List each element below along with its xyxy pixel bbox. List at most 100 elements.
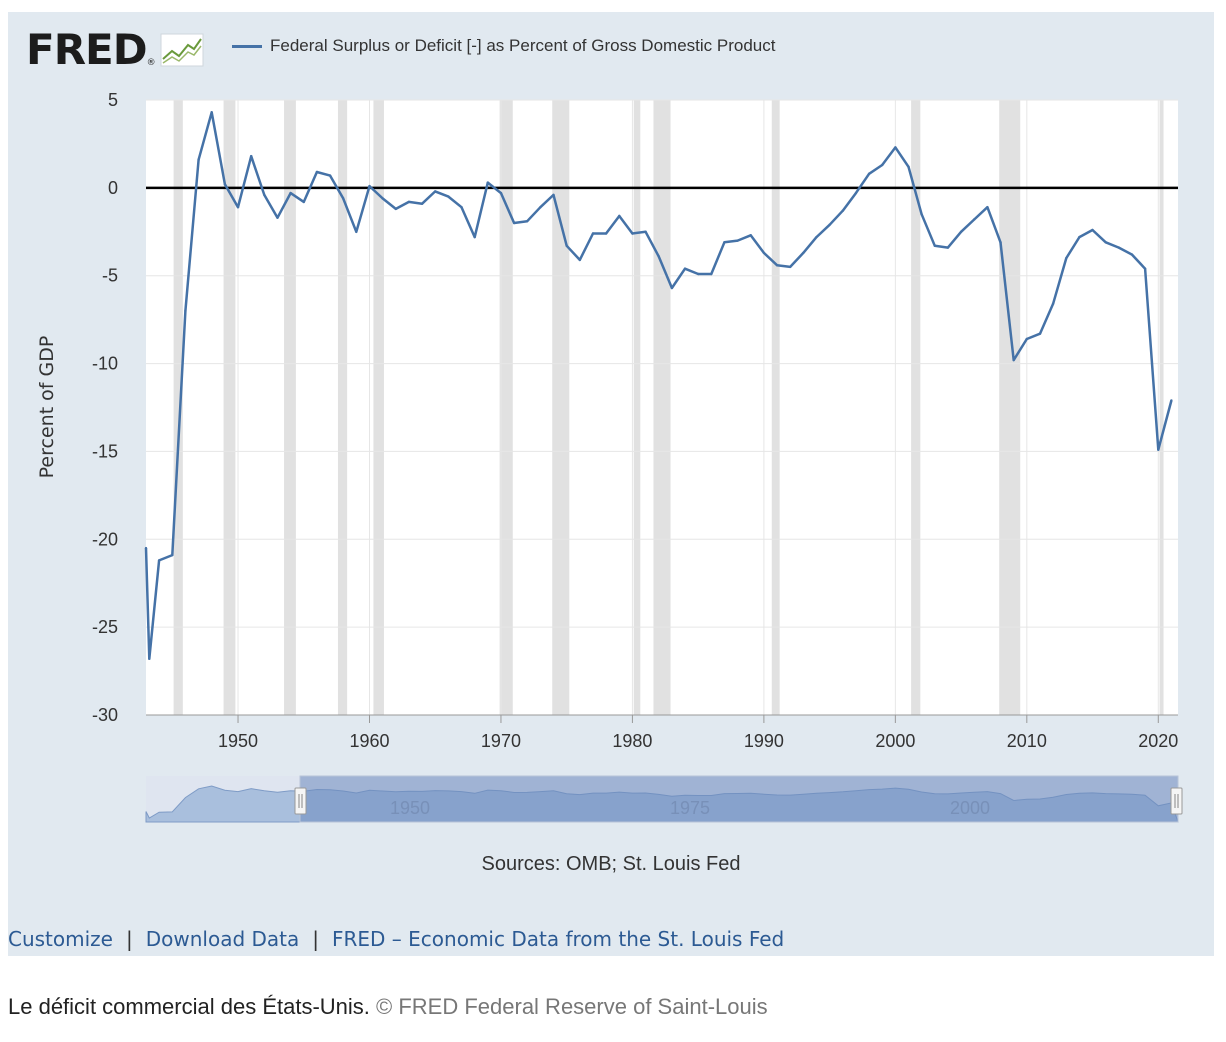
customize-link[interactable]: Customize (8, 927, 113, 951)
data-point (999, 241, 1002, 244)
data-point (854, 191, 858, 195)
navigator-tick: 2000 (950, 798, 990, 818)
data-point (315, 170, 319, 174)
y-tick-label: -10 (92, 354, 118, 374)
legend[interactable]: Federal Surplus or Deficit [-] as Percen… (232, 36, 775, 56)
data-point (933, 244, 936, 247)
x-tick-label: 1960 (349, 731, 389, 751)
recession-band (653, 100, 671, 715)
recession-band (373, 100, 384, 715)
legend-label: Federal Surplus or Deficit [-] as Percen… (270, 36, 776, 55)
data-point (434, 190, 437, 193)
data-point (631, 232, 634, 235)
data-point (841, 209, 844, 212)
data-point (881, 163, 884, 167)
data-point (381, 197, 384, 200)
y-tick-label: -20 (92, 529, 118, 549)
data-point (591, 232, 595, 235)
y-tick-label: -25 (92, 617, 118, 637)
data-point (1157, 448, 1160, 451)
navigator-selection[interactable] (299, 775, 1179, 823)
data-point (920, 213, 923, 216)
data-point (289, 191, 292, 195)
data-point (815, 235, 818, 239)
data-point (486, 181, 489, 184)
recession-band (499, 100, 513, 715)
link-separator: | (312, 927, 320, 951)
y-axis-labels: 5 0 -5 -10 -15 -20 -25 -30 (92, 90, 118, 725)
recession-band (284, 100, 296, 715)
data-point (148, 657, 151, 660)
data-point (276, 216, 279, 219)
data-point (644, 230, 647, 233)
y-tick-label: -30 (92, 705, 118, 725)
data-points (144, 111, 1173, 660)
recession-band (1159, 100, 1164, 715)
data-point (499, 191, 503, 195)
logo-text: FRED (26, 25, 148, 74)
x-tick-label: 2000 (875, 731, 915, 751)
data-point (144, 546, 148, 550)
data-point (670, 286, 674, 290)
fred-home-link[interactable]: FRED – Economic Data from the St. Louis … (332, 927, 785, 951)
chart-panel: FRED ® Federal Surplus or Deficit [-] as… (8, 12, 1214, 956)
recession-band (223, 100, 236, 715)
navigator-handle-right[interactable] (1170, 787, 1183, 815)
data-point (683, 267, 687, 270)
caption-credit: © FRED Federal Reserve of Saint-Louis (376, 994, 768, 1019)
y-tick-label: 0 (108, 178, 118, 198)
data-point (749, 234, 752, 237)
data-point (473, 235, 476, 239)
data-point (1130, 253, 1134, 256)
data-point (736, 239, 739, 242)
data-point (1143, 267, 1147, 270)
data-point (986, 206, 989, 209)
data-point (263, 193, 266, 197)
recession-bands (173, 100, 1164, 715)
logo-registered-mark: ® (146, 58, 156, 68)
data-point (1038, 332, 1042, 335)
data-point (828, 223, 831, 226)
data-point (894, 146, 897, 149)
y-tick-label: 5 (108, 90, 118, 110)
data-point (157, 559, 161, 562)
data-point (604, 232, 608, 235)
data-point (539, 206, 542, 209)
data-point (1104, 241, 1107, 244)
data-point (184, 309, 187, 313)
data-point (250, 155, 253, 158)
data-point (328, 174, 332, 177)
data-point (526, 220, 529, 223)
data-point (223, 183, 227, 186)
legend-swatch (232, 44, 262, 48)
data-point (578, 258, 581, 262)
data-point (710, 272, 713, 276)
data-point (802, 251, 805, 255)
data-point (210, 111, 213, 114)
data-point (1091, 228, 1094, 232)
data-point (447, 195, 450, 198)
data-point (762, 251, 766, 255)
chart-logo-icon (160, 33, 204, 67)
data-point (171, 553, 174, 557)
navigator-handle-left[interactable] (294, 787, 307, 815)
recession-band (552, 100, 570, 715)
data-point (657, 255, 660, 258)
data-point (946, 246, 950, 249)
data-point (512, 221, 516, 225)
download-data-link[interactable]: Download Data (145, 927, 300, 951)
recession-band (173, 100, 183, 715)
navigator[interactable]: 1950 1975 2000 (145, 775, 1183, 823)
x-tick-label: 2020 (1138, 731, 1178, 751)
data-point (867, 172, 871, 175)
data-point (973, 218, 976, 221)
data-point (1170, 399, 1173, 402)
data-point (775, 264, 779, 267)
recession-band (771, 100, 780, 715)
data-point (1025, 337, 1028, 341)
x-axis-ticks: 1950 1960 1970 1980 1990 2000 2010 2020 (218, 715, 1178, 751)
data-point (789, 265, 792, 269)
fred-logo[interactable]: FRED ® (26, 26, 204, 74)
series-line[interactable] (144, 111, 1173, 661)
data-point (1078, 235, 1081, 239)
